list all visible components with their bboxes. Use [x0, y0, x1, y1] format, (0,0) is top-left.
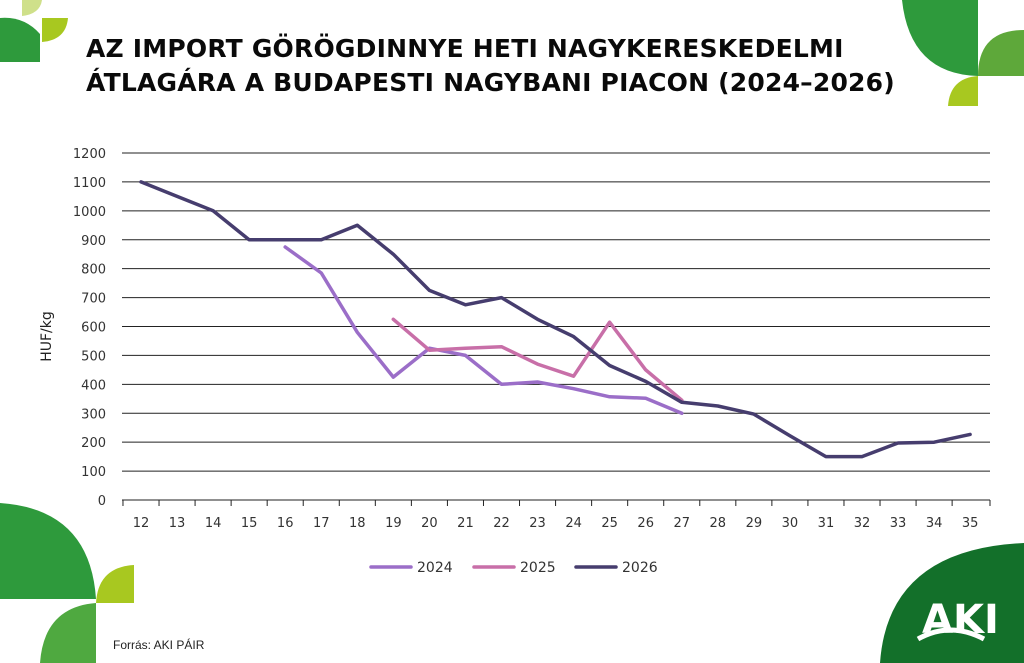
legend-label-2025: 2025 [520, 560, 556, 576]
top-right-lime-shape [948, 76, 978, 106]
y-tick-label: 100 [81, 465, 106, 480]
x-tick-label: 28 [710, 516, 727, 531]
logo-text: AKI [922, 597, 999, 643]
x-tick-label: 14 [205, 516, 222, 531]
top-right-green-shape [902, 0, 978, 76]
y-tick-label: 200 [81, 436, 106, 451]
y-tick-label: 1200 [73, 147, 106, 162]
y-tick-label: 500 [81, 349, 106, 364]
x-tick-label: 12 [133, 516, 150, 531]
top-left-lime-corner [22, 0, 42, 16]
top-left-decoration [0, 0, 68, 62]
x-tick-label: 20 [421, 516, 438, 531]
y-tick-label: 700 [81, 292, 106, 307]
y-tick-label: 900 [81, 234, 106, 249]
x-tick-label: 18 [349, 516, 366, 531]
aki-logo: AKI [880, 543, 1024, 663]
x-tick-label: 13 [169, 516, 186, 531]
y-tick-label: 600 [81, 321, 106, 336]
y-tick-label: 0 [98, 494, 106, 509]
x-tick-label: 34 [926, 516, 943, 531]
series-line-2026 [139, 180, 972, 459]
x-tick-label: 16 [277, 516, 294, 531]
top-right-olive-shape [978, 30, 1024, 76]
chart-title-line-1: AZ IMPORT GÖRÖGDINNYE HETI NAGYKERESKEDE… [86, 34, 844, 63]
x-tick-label: 30 [782, 516, 799, 531]
x-tick-label: 32 [854, 516, 871, 531]
x-tick-label: 29 [746, 516, 763, 531]
y-tick-label: 300 [81, 407, 106, 422]
series-line-2025 [391, 317, 684, 402]
y-tick-label: 1100 [73, 176, 106, 191]
x-tick-label: 19 [385, 516, 402, 531]
bottom-left-lime-shape [96, 565, 134, 603]
top-left-lime-leaf [42, 18, 68, 42]
y-axis-label: HUF/kg [39, 311, 55, 362]
bottom-left-green-shape [0, 503, 96, 599]
legend-label-2026: 2026 [622, 560, 658, 576]
x-tick-label: 21 [457, 516, 474, 531]
y-tick-label: 1000 [73, 205, 106, 220]
x-tick-label: 27 [673, 516, 690, 531]
x-tick-label: 31 [818, 516, 835, 531]
top-right-decoration [902, 0, 1024, 106]
chart-title-line-2: ÁTLAGÁRA A BUDAPESTI NAGYBANI PIACON (20… [86, 68, 895, 97]
bottom-left-decoration [0, 503, 134, 663]
legend-label-2024: 2024 [417, 560, 453, 576]
source-note: Forrás: AKI PÁIR [113, 638, 205, 652]
chart-title: AZ IMPORT GÖRÖGDINNYE HETI NAGYKERESKEDE… [86, 32, 926, 100]
bottom-left-olive-shape [40, 603, 96, 663]
x-tick-label: 25 [601, 516, 618, 531]
x-tick-label: 23 [529, 516, 546, 531]
x-tick-label: 35 [962, 516, 979, 531]
logo-background [880, 543, 1024, 663]
x-tick-label: 17 [313, 516, 330, 531]
x-tick-label: 26 [637, 516, 654, 531]
x-tick-label: 15 [241, 516, 258, 531]
x-tick-label: 22 [493, 516, 510, 531]
series-line-2024 [283, 245, 684, 416]
top-left-green-leaf [0, 17, 40, 62]
logo-arc [916, 627, 986, 642]
y-tick-label: 400 [81, 378, 106, 393]
y-tick-label: 800 [81, 263, 106, 278]
x-tick-label: 33 [890, 516, 907, 531]
x-tick-label: 24 [565, 516, 582, 531]
